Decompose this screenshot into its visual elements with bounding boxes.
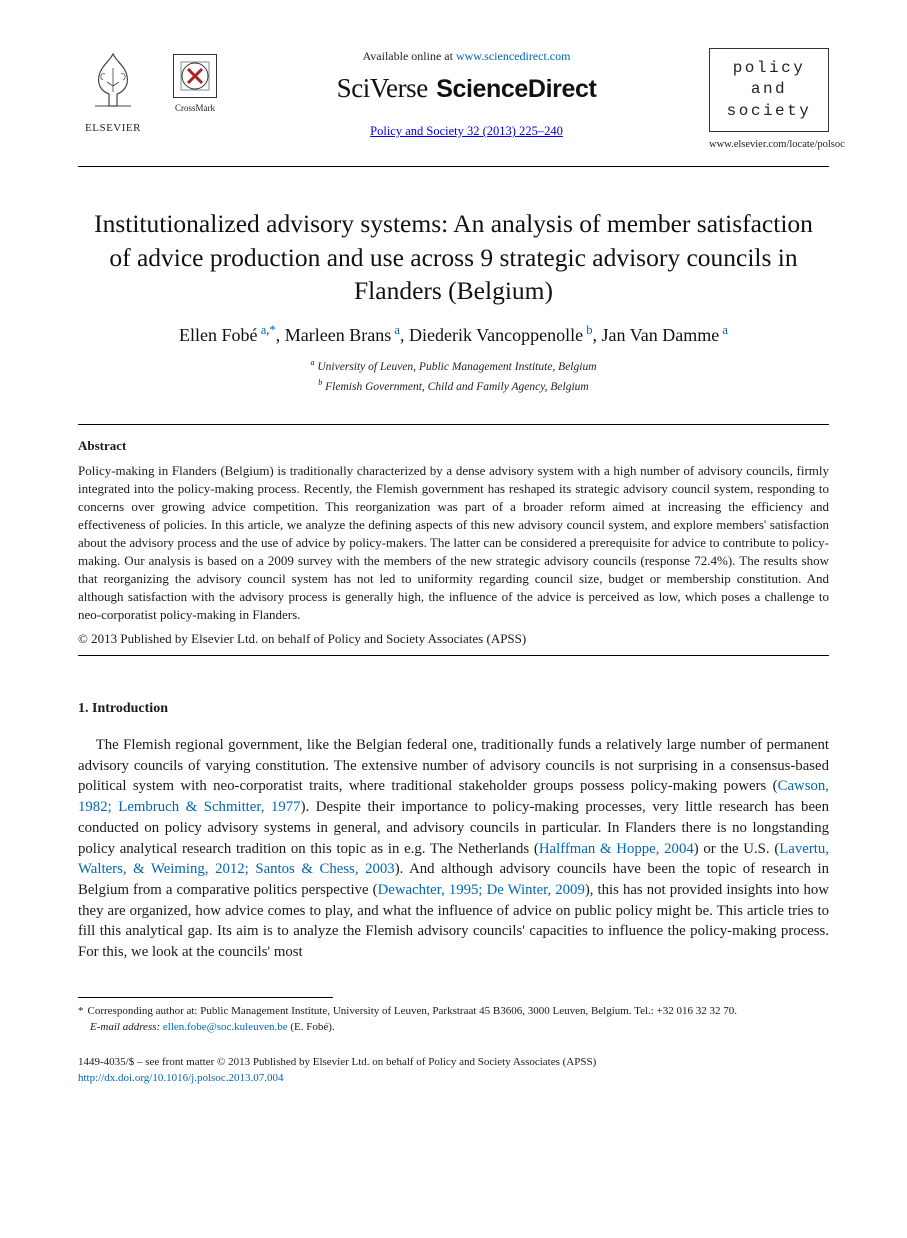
abstract-text: Policy-making in Flanders (Belgium) is t…: [78, 462, 829, 623]
author-2-affil[interactable]: a: [394, 323, 400, 337]
author-2: Marleen Brans a: [285, 325, 400, 345]
email-footnote: E-mail address: ellen.fobe@soc.kuleuven.…: [78, 1020, 907, 1036]
abstract-bottom-rule: [78, 655, 829, 656]
author-3-name: Diederik Vancoppenolle: [409, 325, 583, 345]
journal-logo-box: policy and society: [709, 48, 829, 132]
elsevier-label: ELSEVIER: [78, 121, 148, 136]
doi-link[interactable]: http://dx.doi.org/10.1016/j.polsoc.2013.…: [78, 1072, 283, 1084]
issn-line: 1449-4035/$ – see front matter © 2013 Pu…: [78, 1054, 829, 1071]
journal-logo-line-3: society: [727, 101, 812, 123]
abstract-block: Abstract Policy-making in Flanders (Belg…: [78, 437, 829, 648]
crossmark-label: CrossMark: [166, 102, 224, 114]
author-3-affil[interactable]: b: [586, 323, 592, 337]
footnote-star-icon: *: [78, 1005, 84, 1017]
affiliation-a: a University of Leuven, Public Managemen…: [78, 357, 829, 376]
author-3: Diederik Vancoppenolle b: [409, 325, 593, 345]
introduction-paragraph: The Flemish regional government, like th…: [78, 735, 829, 963]
affiliation-b-text: Flemish Government, Child and Family Age…: [325, 380, 589, 392]
corr-email-link[interactable]: ellen.fobe@soc.kuleuven.be: [163, 1021, 288, 1033]
journal-logo-line-2: and: [751, 79, 787, 101]
affiliation-a-text: University of Leuven, Public Management …: [317, 361, 596, 373]
introduction-heading: 1. Introduction: [78, 700, 829, 719]
journal-logo-line-1: policy: [733, 58, 806, 80]
email-name: (E. Fobé).: [290, 1021, 334, 1033]
bottom-matter: 1449-4035/$ – see front matter © 2013 Pu…: [78, 1054, 829, 1087]
available-prefix: Available online at: [363, 49, 456, 63]
author-list: Ellen Fobé a,*, Marleen Brans a, Diederi…: [78, 322, 829, 347]
journal-reference: Policy and Society 32 (2013) 225–240: [242, 123, 691, 140]
journal-logo-block: policy and society www.elsevier.com/loca…: [709, 48, 829, 152]
intro-text-3: ) or the U.S. (: [694, 841, 780, 857]
citation-link-4[interactable]: Dewachter, 1995; De Winter, 2009: [378, 882, 585, 898]
sciencedirect-word: ScienceDirect: [436, 75, 596, 103]
journal-homepage: www.elsevier.com/locate/polsoc: [709, 138, 829, 152]
corr-author-text: Corresponding author at: Public Manageme…: [88, 1005, 738, 1017]
elsevier-logo-block: ELSEVIER: [78, 48, 148, 136]
author-1-name: Ellen Fobé: [179, 325, 258, 345]
copyright-line: © 2013 Published by Elsevier Ltd. on beh…: [78, 630, 829, 648]
author-1-affil[interactable]: a: [261, 323, 267, 337]
footnote-block: * Corresponding author at: Public Managem…: [78, 1004, 907, 1036]
crossmark-block[interactable]: CrossMark: [166, 54, 224, 114]
affiliations: a University of Leuven, Public Managemen…: [78, 357, 829, 395]
sciverse-brand: SciVerse ScienceDirect: [242, 70, 691, 107]
corresponding-author-footnote: * Corresponding author at: Public Managem…: [78, 1004, 907, 1020]
footnote-rule-wrap: [78, 997, 333, 1004]
header-rule: [78, 166, 829, 167]
email-label: E-mail address:: [90, 1021, 160, 1033]
sciencedirect-link[interactable]: www.sciencedirect.com: [456, 49, 571, 63]
article-title: Institutionalized advisory systems: An a…: [90, 207, 817, 308]
citation-link-2[interactable]: Halffman & Hoppe, 2004: [539, 841, 694, 857]
available-online-line: Available online at www.sciencedirect.co…: [242, 48, 691, 64]
affiliation-b: b Flemish Government, Child and Family A…: [78, 377, 829, 396]
abstract-heading: Abstract: [78, 437, 829, 455]
intro-text-1: The Flemish regional government, like th…: [78, 737, 829, 794]
author-4: Jan Van Damme a: [602, 325, 728, 345]
header-row: ELSEVIER CrossMark Available online at w…: [78, 48, 829, 152]
author-1: Ellen Fobé a,*: [179, 325, 276, 345]
header-center: Available online at www.sciencedirect.co…: [242, 48, 691, 140]
author-4-name: Jan Van Damme: [602, 325, 720, 345]
elsevier-tree-icon: [81, 48, 145, 112]
author-1-corr-mark[interactable]: *: [269, 323, 275, 337]
abstract-top-rule: [78, 424, 829, 425]
author-2-name: Marleen Brans: [285, 325, 391, 345]
sciverse-prefix: SciVerse: [337, 73, 435, 103]
author-4-affil[interactable]: a: [722, 323, 728, 337]
journal-ref-link[interactable]: Policy and Society 32 (2013) 225–240: [370, 124, 563, 138]
crossmark-icon: [173, 54, 217, 98]
